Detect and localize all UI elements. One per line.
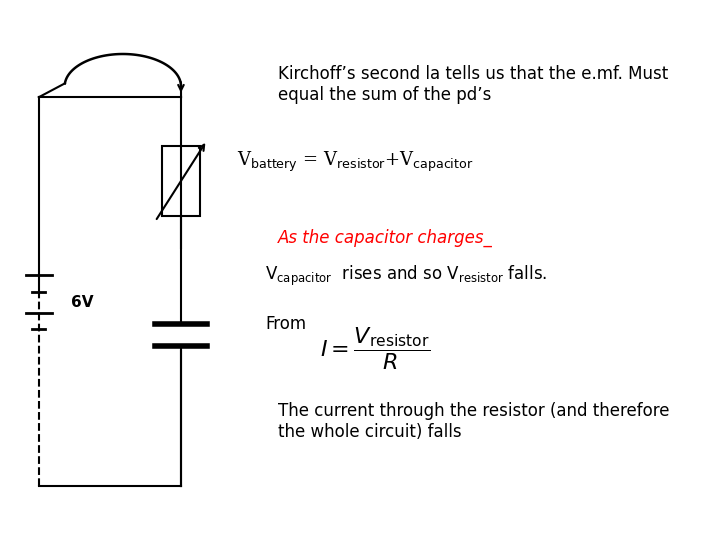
Text: Kirchoff’s second la tells us that the e.mf. Must
equal the sum of the pd’s: Kirchoff’s second la tells us that the e… bbox=[278, 65, 668, 104]
Text: V$_{\mathrm{capacitor}}$  rises and so V$_{\mathrm{resistor}}$ falls.: V$_{\mathrm{capacitor}}$ rises and so V$… bbox=[265, 264, 547, 287]
Text: From: From bbox=[265, 315, 306, 333]
Text: The current through the resistor (and therefore
the whole circuit) falls: The current through the resistor (and th… bbox=[278, 402, 670, 441]
Text: $I = \dfrac{V_{\mathrm{resistor}}}{R}$: $I = \dfrac{V_{\mathrm{resistor}}}{R}$ bbox=[320, 325, 430, 372]
Text: As the capacitor charges_: As the capacitor charges_ bbox=[278, 228, 493, 247]
Bar bbox=[161, 146, 200, 216]
Text: V$_{\mathrm{battery}}$ = V$_{\mathrm{resistor}}$+V$_{\mathrm{capacitor}}$: V$_{\mathrm{battery}}$ = V$_{\mathrm{res… bbox=[238, 150, 474, 174]
Text: 6V: 6V bbox=[71, 295, 94, 310]
